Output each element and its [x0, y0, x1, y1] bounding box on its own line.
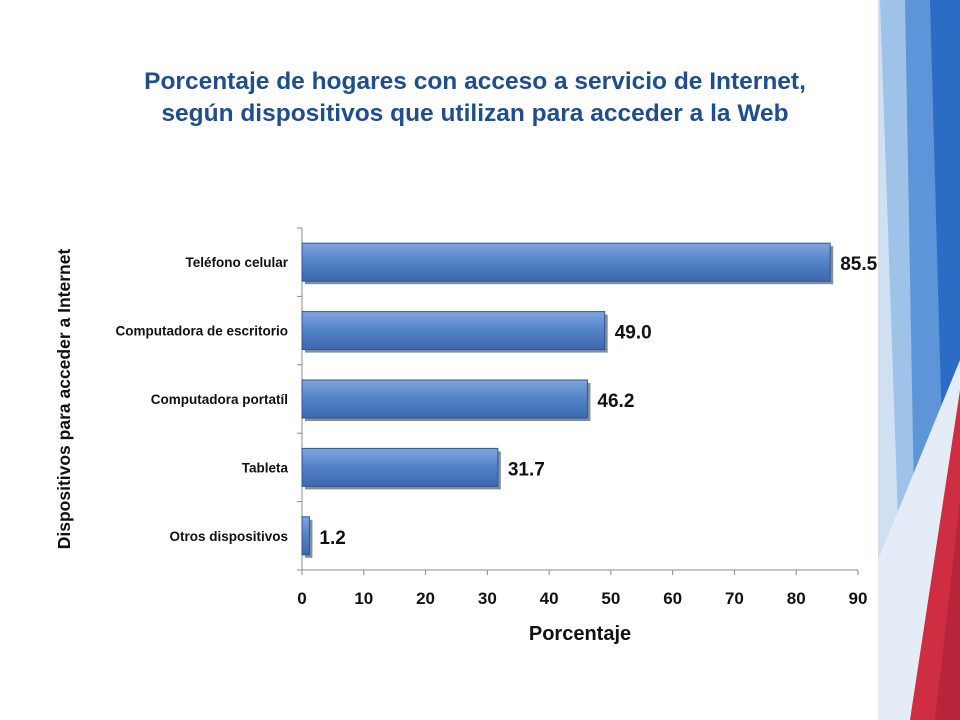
x-tick-label: 40 [540, 589, 559, 608]
bar [301, 379, 588, 419]
x-tick-label: 30 [478, 589, 497, 608]
category-label: Computadora portatíl [151, 392, 288, 407]
x-tick-label: 70 [725, 589, 744, 608]
category-label: Computadora de escritorio [115, 324, 288, 339]
value-label: 85.5 [840, 254, 877, 275]
x-tick-label: 60 [663, 589, 682, 608]
value-label: 49.0 [615, 323, 652, 344]
category-label: Tableta [242, 460, 289, 475]
value-label: 46.2 [597, 391, 634, 412]
x-tick-label: 50 [601, 589, 620, 608]
bars [301, 242, 834, 558]
bar [301, 447, 499, 487]
x-tick-label: 20 [416, 589, 435, 608]
x-tick-label: 0 [297, 589, 306, 608]
deco-red-dark [935, 500, 960, 720]
bar [301, 242, 831, 282]
chart-title: Porcentaje de hogares con acceso a servi… [60, 66, 890, 130]
x-tick-label: 90 [849, 589, 868, 608]
value-label: 1.2 [319, 528, 345, 549]
bar [301, 516, 310, 556]
category-label: Otros dispositivos [169, 529, 288, 544]
x-tick-label: 10 [354, 589, 373, 608]
value-label: 31.7 [508, 459, 545, 480]
chart-title-line1: Porcentaje de hogares con acceso a servi… [144, 68, 806, 95]
chart-title-line2: según dispositivos que utilizan para acc… [161, 100, 789, 127]
y-axis-title: Dispositivos para acceder a Internet [54, 249, 74, 550]
category-label: Teléfono celular [185, 255, 288, 270]
labels: 0 10 20 30 40 50 60 70 80 90 Teléfono celular 85.5 C… [54, 249, 878, 645]
bar [301, 311, 606, 351]
x-tick-label: 80 [787, 589, 806, 608]
x-axis-title: Porcentaje [529, 623, 631, 645]
